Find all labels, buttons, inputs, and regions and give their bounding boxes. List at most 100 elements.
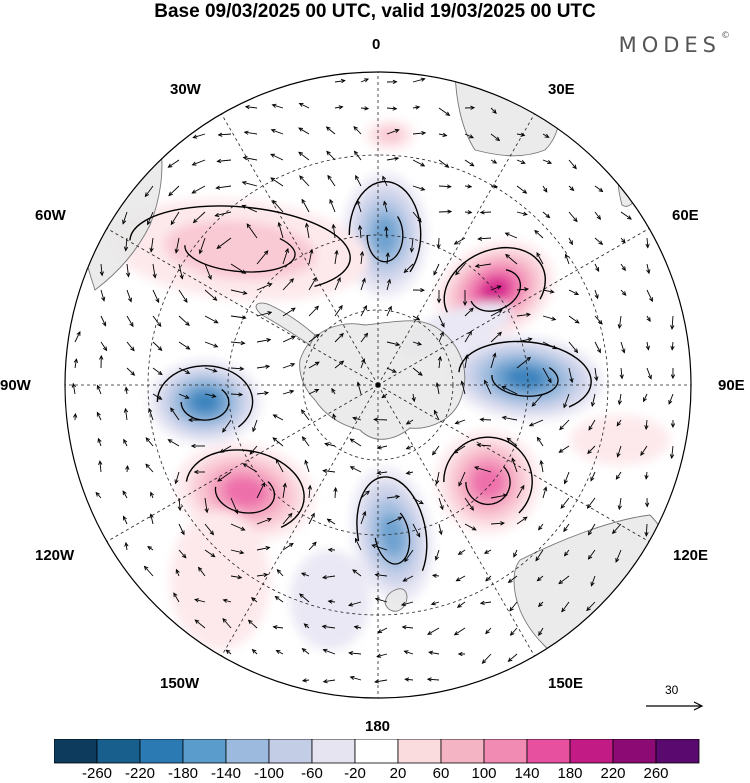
streamline [458,340,592,408]
wind-vector [460,380,466,395]
wind-vector [534,229,544,239]
wind-vector [194,598,206,603]
wind-vector [349,675,362,681]
wind-vector [308,248,314,265]
wind-vector [644,419,649,431]
streamline [443,246,546,313]
wind-vector [590,393,596,408]
wind-vector [587,523,596,536]
wind-vector [349,438,362,447]
wind-vector [644,471,649,480]
wind-vector [646,367,652,380]
wind-vector [386,106,398,111]
colorbar-swatch [54,739,98,764]
wind-vector [490,159,498,164]
wind-vector [334,332,344,343]
meridian-line [377,384,535,657]
wind-vector [542,133,550,138]
wind-vector [241,180,258,187]
wind-vector [204,289,218,301]
wind-vector [616,445,622,458]
wind-vector [247,619,258,629]
wind-vector [516,312,531,317]
landmass [299,320,466,440]
wind-vector [282,247,289,265]
wind-vector [477,236,492,241]
wind-vector [479,210,492,215]
modes-logo: MODES© [618,31,730,57]
wind-vector [355,537,362,551]
wind-vector [282,482,287,499]
lon-label-150e: 150E [548,675,584,692]
wind-vector [100,315,107,327]
wind-vector [620,289,627,296]
chart-title: Base 09/03/2025 00 UTC, valid 19/03/2025… [154,1,596,22]
wind-vector [438,184,452,189]
wind-vector [275,650,284,655]
wind-vector [308,541,317,551]
wind-vector [386,128,400,135]
wind-vector [301,198,310,213]
wind-vector [152,289,160,304]
wind-vector [307,484,312,499]
wind-vector [594,211,602,220]
wind-vector [537,601,544,608]
wind-vector [669,445,675,460]
wind-vector [334,249,339,265]
anomaly-neg-95W [149,360,261,444]
wind-vector [485,627,492,635]
wind-vector [400,601,414,607]
wind-vector [640,445,648,457]
wind-vector [485,575,492,582]
wind-vector [587,549,596,560]
wind-vector [501,386,518,395]
wind-vector [256,283,273,291]
colorbar-tick-label: -60 [301,765,323,782]
wind-vector [386,79,398,85]
wind-vector [214,211,232,218]
wind-vector [588,419,596,431]
colorbar-swatch [440,739,485,764]
wind-vector [670,367,676,380]
wind-vector [542,315,557,321]
wind-vector [331,223,336,239]
wind-vector [73,358,79,369]
wind-vector [178,263,184,280]
anomaly-pos-extra3 [570,415,670,465]
wind-vector [617,315,622,330]
wind-vector [356,381,362,395]
wind-vector [563,471,570,485]
wind-vector [270,153,284,161]
wind-vector [438,159,450,168]
wind-vector [272,414,284,421]
wind-vector [333,486,338,499]
wind-vector [615,549,622,563]
wind-vector [568,341,579,354]
wind-vector [192,133,206,139]
lon-label-180: 180 [365,718,391,735]
colorbar-tick-label: -180 [167,765,199,782]
lon-label-150w: 150W [160,675,200,692]
wind-vector [308,305,320,317]
wind-vector [251,648,258,655]
wind-vector [403,263,414,274]
wind-vector [246,223,258,239]
wind-vector [99,263,104,277]
wind-vector [230,366,245,371]
wind-vector [483,549,492,554]
wind-vector [73,412,78,421]
wind-vector [152,315,162,328]
wind-vector [96,384,102,395]
wind-vector [455,263,466,276]
anomaly-pos-extra2 [170,510,270,650]
wind-vector [145,463,154,473]
wind-vector [152,367,163,376]
wind-vector [143,565,154,577]
wind-vector [215,185,232,190]
colorbar-tick-label: -140 [210,765,242,782]
wind-vector [122,490,128,499]
colorbar-swatch [268,739,313,764]
wind-vector [563,523,570,533]
wind-vector [175,568,180,577]
wind-vector [594,315,603,325]
